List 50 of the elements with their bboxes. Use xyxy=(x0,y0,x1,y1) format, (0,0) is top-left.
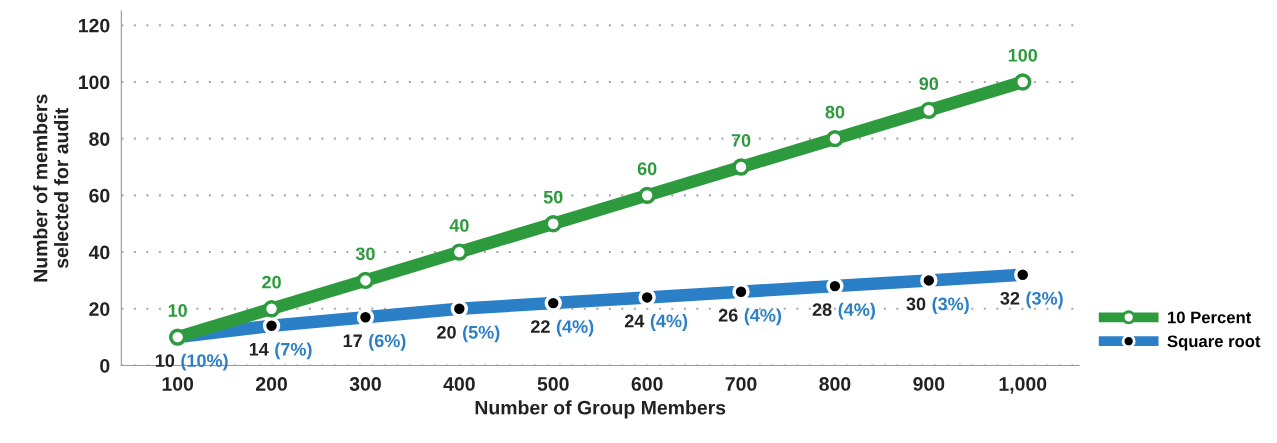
data-label: 10 xyxy=(168,304,187,317)
data-label: 26 (4%) xyxy=(718,308,782,326)
point xyxy=(262,300,281,318)
point xyxy=(544,215,562,233)
legend-label: 10 Percent xyxy=(1168,311,1252,324)
data-label: 100 xyxy=(1008,48,1038,62)
data-label: 17 (6%) xyxy=(343,333,406,351)
y-tick-label: 100 xyxy=(78,75,110,90)
data-label: 14 (7%) xyxy=(249,342,312,360)
point xyxy=(826,129,844,148)
point xyxy=(732,158,750,176)
data-label: 90 xyxy=(919,77,939,91)
data-label: 20 (5%) xyxy=(437,325,500,343)
data-label: 70 xyxy=(731,133,751,147)
data-label: 10 (10%) xyxy=(155,353,228,371)
x-tick-label: 300 xyxy=(349,377,381,391)
data-label: 24 (4%) xyxy=(624,314,688,331)
x-tick-label: 100 xyxy=(162,377,194,391)
legend-label: Square root xyxy=(1167,335,1261,351)
data-label: 32 (3%) xyxy=(1000,291,1063,309)
data-label: 50 xyxy=(543,190,563,204)
x-tick-label: 600 xyxy=(631,377,663,391)
x-tick-label: 1,000 xyxy=(999,377,1047,394)
data-label: 30 xyxy=(355,247,375,261)
y-tick-label: 40 xyxy=(88,245,110,260)
data-label: 28 (4%) xyxy=(812,302,875,320)
y-tick-label: 0 xyxy=(100,358,110,373)
point xyxy=(356,271,375,290)
y-axis-title: Number of members selected for audit xyxy=(33,94,69,282)
x-tick-label: 200 xyxy=(256,377,287,391)
x-tick-label: 900 xyxy=(913,377,945,391)
x-tick-label: 700 xyxy=(725,377,757,391)
data-label: 22 (4%) xyxy=(531,319,594,337)
point xyxy=(638,186,656,205)
point xyxy=(450,243,469,261)
y-tick-label: 20 xyxy=(89,302,110,317)
x-tick-label: 800 xyxy=(819,377,851,391)
point xyxy=(1014,73,1032,91)
x-tick-label: 500 xyxy=(537,377,569,391)
y-tick-label: 80 xyxy=(89,132,110,146)
data-label: 20 xyxy=(262,275,281,289)
x-axis-title: Number of Group Members xyxy=(475,400,726,419)
data-label: 60 xyxy=(637,162,657,176)
y-tick-label: 60 xyxy=(89,188,110,203)
y-tick-label: 120 xyxy=(78,18,110,33)
data-label: 80 xyxy=(825,105,845,119)
data-label: 40 xyxy=(449,219,469,232)
x-tick-label: 400 xyxy=(443,377,475,391)
point xyxy=(920,101,938,119)
data-label: 30 (3%) xyxy=(906,297,969,314)
